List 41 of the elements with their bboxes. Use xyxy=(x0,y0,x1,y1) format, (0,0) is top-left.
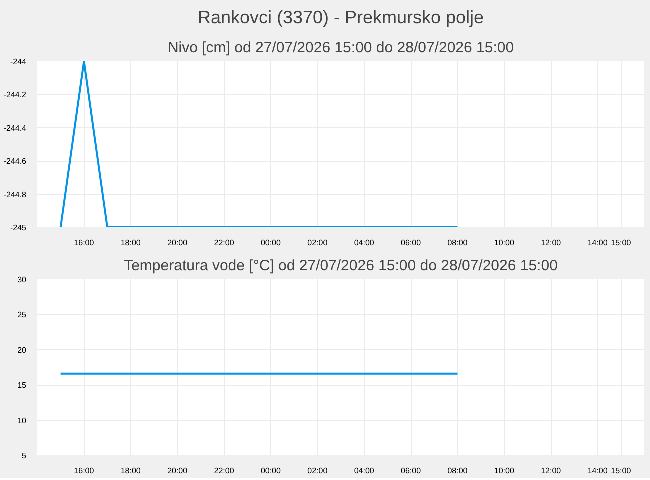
x-tick-label: 20:00 xyxy=(168,238,188,248)
y-tick-label: 15 xyxy=(18,381,28,390)
x-tick-label: 12:00 xyxy=(541,466,562,476)
chart-subtitle: Nivo [cm] od 27/07/2026 15:00 do 28/07/2026 15:00 xyxy=(168,40,514,56)
x-tick-label: 10:00 xyxy=(494,238,515,248)
x-tick-label: 10:00 xyxy=(494,466,515,476)
y-tick-label: -245 xyxy=(10,224,28,232)
chart-title: Rankovci (3370) - Prekmursko polje xyxy=(198,8,484,28)
x-tick-label: 15:00 xyxy=(611,238,632,248)
x-tick-label: 18:00 xyxy=(120,238,142,248)
x-tick-label: 00:00 xyxy=(260,238,282,248)
x-tick-label: 22:00 xyxy=(214,238,235,248)
x-tick-label: 14:00 xyxy=(588,238,608,248)
y-tick-label: -244.2 xyxy=(4,90,28,100)
y-tick-label: -244 xyxy=(10,58,28,66)
x-tick-label: 02:00 xyxy=(308,238,328,248)
x-tick-label: 16:00 xyxy=(74,238,95,248)
x-tick-label: 02:00 xyxy=(308,466,328,476)
x-tick-label: 15:00 xyxy=(611,466,632,476)
x-tick-label: 18:00 xyxy=(120,466,142,476)
x-tick-label: 04:00 xyxy=(354,238,375,248)
y-tick-label: -244.6 xyxy=(4,157,28,166)
chart-title: Temperatura vode [°C] od 27/07/2026 15:00 do 28/07/2026 15:00 xyxy=(124,258,558,274)
x-tick-label: 14:00 xyxy=(588,466,608,476)
y-tick-label: 25 xyxy=(18,310,28,320)
y-tick-label: -244.8 xyxy=(4,190,28,200)
x-tick-label: 00:00 xyxy=(260,466,282,476)
x-tick-label: 06:00 xyxy=(401,466,422,476)
x-tick-label: 06:00 xyxy=(401,238,422,248)
x-tick-label: 08:00 xyxy=(448,466,468,476)
x-tick-label: 12:00 xyxy=(541,238,562,248)
y-tick-label: 10 xyxy=(18,416,28,426)
y-tick-label: 30 xyxy=(18,276,28,284)
x-tick-label: 16:00 xyxy=(74,466,95,476)
x-tick-label: 08:00 xyxy=(448,238,468,248)
y-tick-label: 20 xyxy=(18,346,28,355)
y-tick-label: 5 xyxy=(22,452,28,460)
x-tick-label: 22:00 xyxy=(214,466,235,476)
y-tick-label: -244.4 xyxy=(4,124,28,133)
x-tick-label: 04:00 xyxy=(354,466,375,476)
x-tick-label: 20:00 xyxy=(168,466,188,476)
